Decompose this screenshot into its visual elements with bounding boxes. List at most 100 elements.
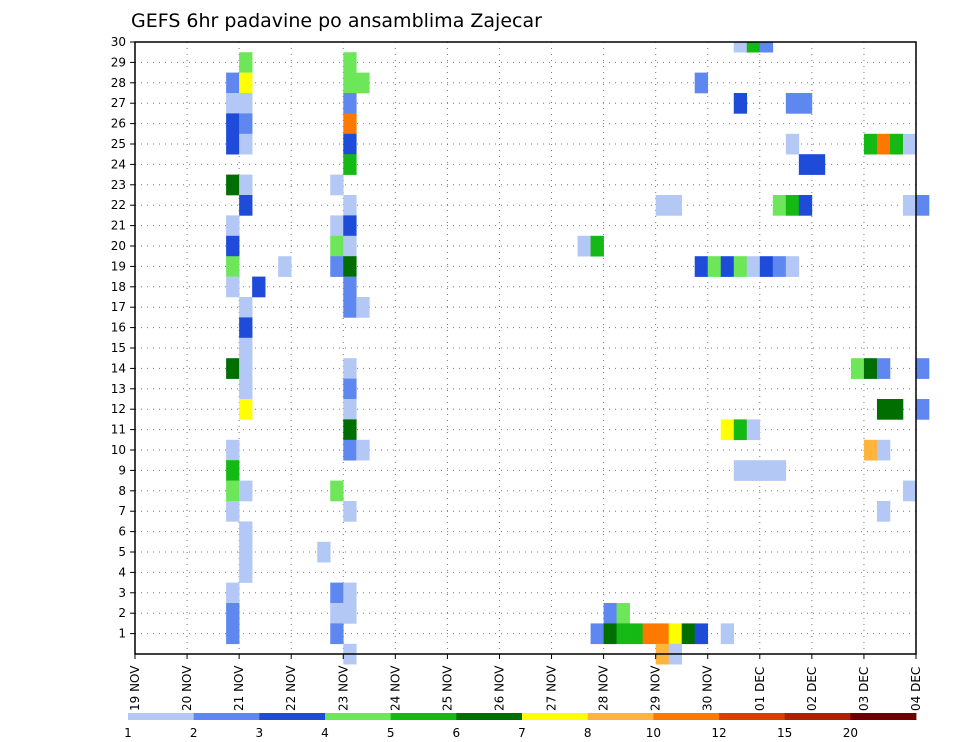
- y-tick-label: 29: [111, 55, 126, 69]
- x-tick-label: 02 DEC: [805, 667, 819, 711]
- heat-cell: [343, 439, 357, 461]
- heat-cell: [733, 256, 748, 277]
- heat-cell: [772, 460, 787, 481]
- heat-cell: [772, 195, 787, 216]
- heat-cell: [590, 235, 604, 257]
- heat-cell: [330, 235, 344, 257]
- y-tick-label: 17: [111, 300, 126, 314]
- heat-cell: [655, 195, 669, 216]
- heat-cell: [720, 256, 735, 277]
- x-tick-label: 27 NOV: [545, 665, 559, 711]
- y-tick-label: 18: [111, 280, 126, 294]
- colorbar-label: 6: [453, 726, 461, 740]
- heat-cell: [798, 93, 813, 114]
- y-tick-label: 30: [111, 35, 126, 49]
- heat-cell: [226, 501, 240, 522]
- heat-cell: [239, 378, 253, 400]
- x-tick-label: 19 NOV: [128, 665, 142, 711]
- colorbar-label: 7: [518, 726, 526, 740]
- heat-cell: [226, 439, 240, 461]
- colorbar-label: 15: [777, 726, 792, 740]
- heat-cell: [226, 623, 240, 645]
- y-tick-label: 22: [111, 198, 126, 212]
- colorbar-label: 2: [190, 726, 198, 740]
- heat-cell: [603, 623, 617, 645]
- y-tick-label: 4: [118, 565, 126, 579]
- heat-cell: [239, 52, 253, 73]
- heat-cell: [343, 276, 357, 298]
- heat-cell: [746, 256, 761, 277]
- y-tick-label: 26: [111, 117, 126, 131]
- heat-cell: [226, 235, 240, 257]
- y-tick-label: 1: [118, 627, 126, 641]
- heat-cell: [343, 72, 357, 94]
- heat-cell: [629, 623, 643, 645]
- heat-cell: [343, 603, 357, 624]
- heat-cell: [876, 399, 891, 420]
- heat-cell: [343, 256, 357, 277]
- x-tick-label: 04 DEC: [909, 667, 923, 711]
- heat-cell: [226, 113, 240, 135]
- heat-cell: [863, 358, 878, 379]
- y-tick-label: 23: [111, 178, 126, 192]
- heat-cell: [668, 623, 682, 645]
- heat-cell: [902, 195, 917, 216]
- x-tick-label: 03 DEC: [857, 667, 871, 711]
- heat-cell: [226, 174, 240, 196]
- colorbar-label: 4: [321, 726, 329, 740]
- heat-cell: [343, 501, 357, 522]
- heat-cell: [226, 72, 240, 94]
- heat-cell: [226, 276, 240, 298]
- colorbar-label: 3: [256, 726, 264, 740]
- heat-cell: [902, 133, 917, 155]
- heat-cell: [343, 195, 357, 216]
- y-tick-label: 28: [111, 76, 126, 90]
- heat-cell: [330, 215, 344, 237]
- heat-cell: [343, 378, 357, 400]
- heat-cell: [746, 460, 761, 481]
- x-tick-label: 28 NOV: [597, 665, 611, 711]
- heat-cell: [239, 93, 253, 114]
- heat-cell: [226, 603, 240, 624]
- heat-cell: [239, 541, 253, 563]
- y-axis: 1234567891011121314151617181920212223242…: [111, 35, 135, 641]
- heat-cell: [876, 501, 891, 522]
- heat-cell: [863, 439, 878, 461]
- heat-cell: [785, 195, 800, 216]
- heat-cell: [863, 133, 878, 155]
- heat-cell: [733, 93, 748, 114]
- heat-cell: [759, 460, 774, 481]
- heat-cell: [239, 480, 253, 502]
- heat-cell: [226, 358, 240, 379]
- y-tick-label: 7: [118, 504, 126, 518]
- heat-cell: [785, 93, 800, 114]
- colorbar-swatch: [653, 713, 720, 720]
- heat-cell: [239, 521, 253, 543]
- heat-cell: [239, 297, 253, 318]
- heat-cell: [694, 72, 709, 94]
- heat-cell: [343, 113, 357, 135]
- heat-cell: [226, 480, 240, 502]
- heat-cell: [343, 52, 357, 73]
- heat-cell: [876, 358, 891, 379]
- heat-cell: [226, 256, 240, 277]
- colorbar-label: 8: [584, 726, 592, 740]
- heat-cell: [356, 439, 370, 461]
- heat-cell: [668, 195, 682, 216]
- y-tick-label: 24: [111, 157, 126, 171]
- colorbar-swatch: [128, 713, 195, 720]
- heat-cell: [317, 541, 331, 563]
- heat-cell: [343, 133, 357, 155]
- y-tick-label: 16: [111, 321, 126, 335]
- heat-cell: [577, 235, 591, 257]
- y-tick-label: 3: [118, 586, 126, 600]
- heat-cell: [759, 256, 774, 277]
- heat-cell: [330, 174, 344, 196]
- heat-cell: [330, 623, 344, 645]
- x-tick-label: 25 NOV: [440, 665, 454, 711]
- heat-cell: [733, 419, 748, 441]
- y-tick-label: 5: [118, 545, 126, 559]
- x-tick-label: 23 NOV: [336, 665, 350, 711]
- heat-cell: [356, 297, 370, 318]
